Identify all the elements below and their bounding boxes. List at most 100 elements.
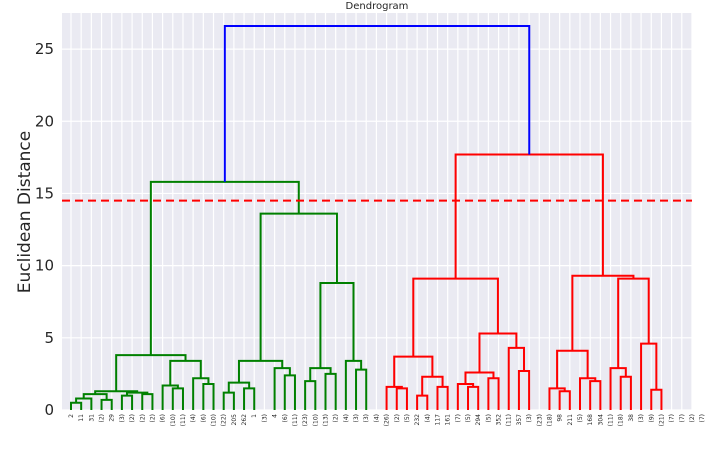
leaf-label: (7) — [679, 414, 686, 423]
leaf-label: (7) — [669, 414, 676, 423]
leaf-label: 29 — [109, 414, 116, 422]
leaf-label: 117 — [434, 414, 441, 426]
leaf-label: (4) — [424, 414, 431, 423]
dendrogram-link — [517, 370, 531, 410]
dendrogram-link — [640, 342, 658, 410]
leaf-label: (11) — [180, 414, 187, 426]
leaf-label: (5) — [485, 414, 492, 423]
leaf-label: (22) — [221, 414, 228, 426]
leaf-label: 11 — [78, 414, 85, 422]
leaf-label: 262 — [241, 414, 248, 426]
leaf-label: (2) — [99, 414, 106, 423]
leaf-label: (6) — [160, 414, 167, 423]
leaf-label: (5) — [465, 414, 472, 423]
dendrogram-link — [100, 398, 113, 410]
dendrogram-link — [456, 383, 475, 410]
y-tick-label: 25 — [35, 40, 54, 58]
dendrogram-link — [385, 385, 403, 410]
leaf-label: 161 — [445, 414, 452, 426]
leaf-label: 1 — [251, 414, 258, 418]
leaf-label: 304 — [597, 414, 604, 426]
dendrogram-link — [115, 354, 187, 392]
y-axis-label: Euclidean Distance — [15, 131, 35, 294]
leaf-label: 357 — [516, 414, 523, 426]
dendrogram-link — [120, 394, 134, 410]
leaf-label: 31 — [88, 414, 95, 422]
leaf-label: 205 — [231, 414, 238, 426]
leaf-label: (4) — [190, 414, 197, 423]
leaf-label: (4) — [373, 414, 380, 423]
dendrogram-link — [416, 394, 429, 410]
leaf-label: (6) — [200, 414, 207, 423]
dendrogram-link — [571, 274, 635, 351]
dendrogram-link — [70, 401, 83, 410]
dendrogram-link — [94, 390, 139, 395]
dendrogram-links — [70, 24, 663, 410]
dendrogram-link — [283, 374, 296, 410]
dendrogram-link — [556, 349, 589, 389]
grid-lines — [62, 13, 703, 411]
y-tick-labels: 0 5 10 15 20 25 — [35, 40, 54, 419]
leaf-label: 38 — [628, 414, 635, 422]
leaf-label: (11) — [608, 414, 615, 426]
leaf-label: 294 — [475, 414, 482, 426]
leaf-label: (3) — [119, 414, 126, 423]
leaf-label: (2) — [689, 414, 696, 423]
dendrogram-link — [223, 24, 531, 182]
leaf-label: (7) — [699, 414, 706, 423]
dendrogram-link — [75, 397, 93, 410]
leaf-label: (26) — [384, 414, 391, 426]
leaf-label: (5) — [404, 414, 411, 423]
leaf-label: (3) — [526, 414, 533, 423]
leaf-label: (5) — [577, 414, 584, 423]
y-tick-label: 20 — [35, 112, 54, 130]
y-tick-label: 5 — [44, 329, 54, 347]
dendrogram-link — [227, 381, 251, 393]
leaf-label: 2 — [68, 414, 75, 418]
leaf-label: (7) — [455, 414, 462, 423]
leaf-labels: 2 11 31 (2) 29 (3) (2) (2) (2) (6) (10) (11) (4) (6)(… — [68, 414, 706, 427]
leaf-label: 168 — [587, 414, 594, 426]
leaf-label: (2) — [394, 414, 401, 423]
dendrogram-link — [507, 346, 526, 410]
chart-title: Dendrogram — [346, 1, 409, 12]
dendrogram-link — [202, 383, 215, 410]
leaf-label: (23) — [302, 414, 309, 426]
leaf-label: (3) — [353, 414, 360, 423]
leaf-label: (2) — [149, 414, 156, 423]
leaf-label: (18) — [618, 414, 625, 426]
leaf-label: 232 — [414, 414, 421, 426]
dendrogram-link — [467, 385, 480, 410]
leaf-label: (2) — [139, 414, 146, 423]
leaf-label: (11) — [292, 414, 299, 426]
y-tick-label: 15 — [35, 184, 54, 202]
leaf-label: (3) — [363, 414, 370, 423]
dendrogram-link — [609, 367, 627, 410]
leaf-label: (11) — [506, 414, 513, 426]
leaf-label: 98 — [557, 414, 564, 422]
leaf-label: (10) — [312, 414, 319, 426]
dendrogram-link — [558, 390, 571, 410]
leaf-label: (18) — [546, 414, 553, 426]
leaf-label: 211 — [567, 414, 574, 426]
leaf-label: (13) — [323, 414, 330, 426]
dendrogram-link — [273, 367, 291, 410]
dendrogram-link — [436, 385, 449, 410]
leaf-label: (9) — [648, 414, 655, 423]
leaf-label: 352 — [496, 414, 503, 426]
leaf-label: (23) — [536, 414, 543, 426]
leaf-label: (21) — [658, 414, 665, 426]
dendrogram-link — [309, 367, 332, 382]
y-tick-label: 0 — [44, 401, 54, 419]
leaf-label: (2) — [129, 414, 136, 423]
leaf-label: (2) — [333, 414, 340, 423]
leaf-label: (4) — [343, 414, 350, 423]
y-tick-label: 10 — [35, 257, 54, 275]
leaf-label: (10) — [211, 414, 218, 426]
leaf-label: (10) — [170, 414, 177, 426]
leaf-label: 4 — [272, 414, 279, 418]
leaf-label: (6) — [282, 414, 289, 423]
leaf-label: (3) — [261, 414, 268, 423]
leaf-label: (3) — [638, 414, 645, 423]
